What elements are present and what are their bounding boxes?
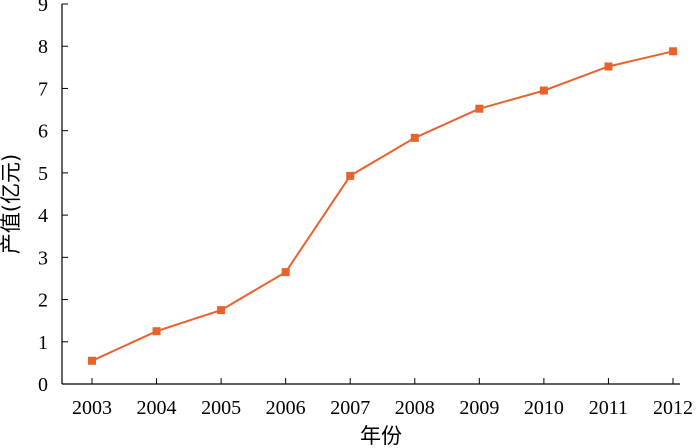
x-tick-label: 2004: [137, 397, 177, 419]
data-point-2006: [281, 268, 290, 277]
x-tick-label: 2003: [72, 397, 112, 419]
x-tick-label: 2006: [266, 397, 306, 419]
y-tick-label: 0: [38, 374, 48, 396]
y-tick-label: 4: [38, 205, 48, 227]
data-point-2012: [669, 47, 677, 56]
y-tick-label: 3: [38, 247, 48, 269]
data-point-2007: [346, 171, 355, 180]
axes: [61, 4, 680, 385]
x-tick-label: 2007: [330, 397, 370, 419]
y-tick-label: 1: [38, 332, 48, 354]
x-tick-label: 2011: [589, 397, 628, 419]
series-line: [91, 50, 674, 362]
data-point-2008: [410, 133, 419, 142]
x-tick-label: 2012: [653, 397, 693, 419]
x-tick-label: 2009: [459, 397, 499, 419]
x-tick-label: 2010: [524, 397, 564, 419]
y-tick-label: 8: [38, 36, 48, 58]
data-point-2004: [152, 327, 161, 336]
data-point-2011: [604, 62, 613, 71]
x-tick-label: 2008: [395, 397, 435, 419]
y-tick-label: 7: [38, 78, 48, 100]
series-markers: [88, 47, 677, 365]
y-tick-label: 9: [38, 0, 48, 16]
y-tick-label: 5: [38, 163, 48, 185]
data-point-2009: [475, 104, 484, 113]
x-tick-label: 2005: [201, 397, 241, 419]
data-point-2003: [88, 356, 96, 365]
x-axis-title: 年份: [360, 424, 402, 448]
y-tick-label: 6: [38, 121, 48, 143]
data-point-2010: [539, 86, 548, 95]
data-point-2005: [217, 306, 226, 315]
y-axis-ticks: 0 1 2 3 4 5 6 7 8 9: [38, 0, 68, 396]
x-axis-ticks: 2003 2004 2005 2006 2007 2008 2009 2010 2011 2012: [72, 378, 693, 419]
y-tick-label: 2: [38, 290, 48, 312]
y-axis-title: 产值(亿元): [0, 154, 23, 254]
